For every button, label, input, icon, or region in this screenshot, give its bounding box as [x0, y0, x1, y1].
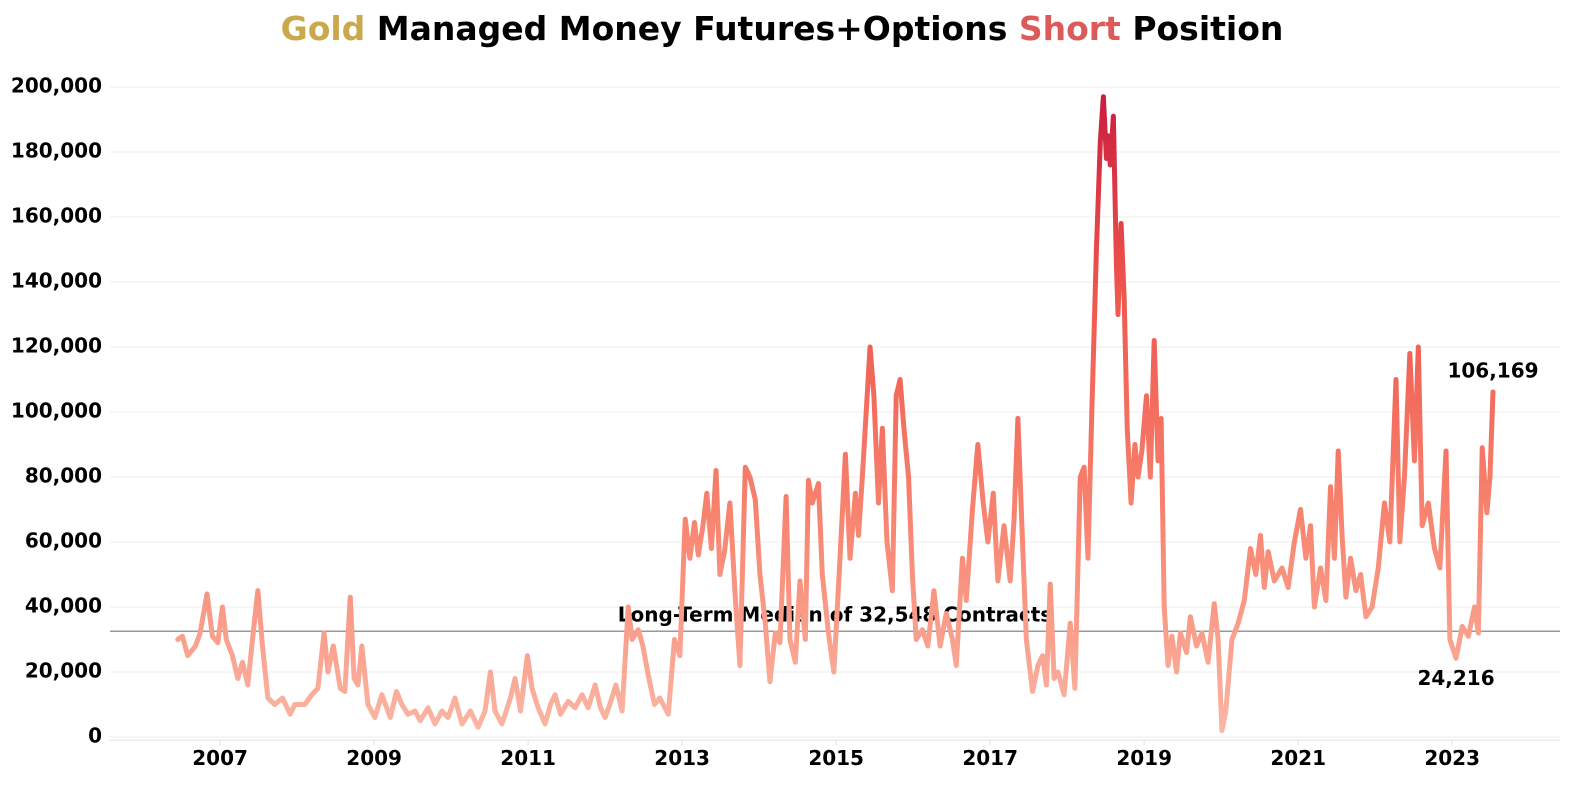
y-tick-label: 160,000: [11, 204, 102, 228]
x-tick-label: 2017: [962, 746, 1018, 770]
y-tick-label: 200,000: [11, 74, 102, 98]
title-part: Short: [1019, 9, 1121, 48]
x-tick-label: 2023: [1424, 746, 1480, 770]
x-tick-label: 2011: [500, 746, 556, 770]
chart-title: Gold Managed Money Futures+Options Short…: [281, 9, 1284, 48]
value-label: 24,216: [1417, 666, 1494, 690]
title-part: Gold: [281, 9, 366, 48]
title-part: Managed Money Futures+Options: [365, 9, 1019, 48]
title-part: Position: [1121, 9, 1284, 48]
x-tick-label: 2021: [1270, 746, 1326, 770]
y-tick-label: 100,000: [11, 399, 102, 423]
value-label: 106,169: [1447, 358, 1538, 382]
x-tick-label: 2009: [346, 746, 402, 770]
y-tick-label: 180,000: [11, 139, 102, 163]
y-tick-label: 0: [88, 724, 102, 748]
y-tick-label: 20,000: [25, 659, 102, 683]
y-tick-label: 80,000: [25, 464, 102, 488]
x-tick-label: 2019: [1116, 746, 1172, 770]
x-tick-label: 2015: [808, 746, 864, 770]
y-tick-label: 40,000: [25, 594, 102, 618]
x-tick-label: 2007: [192, 746, 248, 770]
y-tick-label: 120,000: [11, 334, 102, 358]
y-tick-label: 60,000: [25, 529, 102, 553]
x-tick-label: 2013: [654, 746, 710, 770]
y-tick-label: 140,000: [11, 269, 102, 293]
series-line: [175, 94, 1496, 733]
